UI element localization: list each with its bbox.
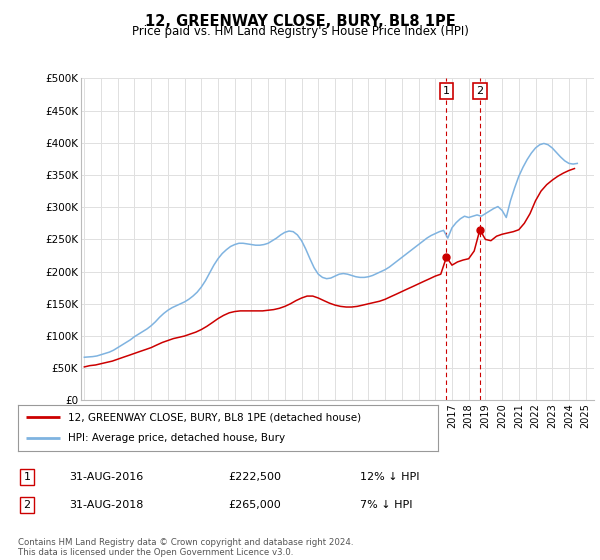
Text: 12, GREENWAY CLOSE, BURY, BL8 1PE (detached house): 12, GREENWAY CLOSE, BURY, BL8 1PE (detac… [68,412,362,422]
Text: 7% ↓ HPI: 7% ↓ HPI [360,500,413,510]
Text: 12% ↓ HPI: 12% ↓ HPI [360,472,419,482]
Text: 2: 2 [23,500,31,510]
Text: 31-AUG-2016: 31-AUG-2016 [69,472,143,482]
Text: 12, GREENWAY CLOSE, BURY, BL8 1PE: 12, GREENWAY CLOSE, BURY, BL8 1PE [145,14,455,29]
Text: Price paid vs. HM Land Registry's House Price Index (HPI): Price paid vs. HM Land Registry's House … [131,25,469,38]
Text: £265,000: £265,000 [228,500,281,510]
Text: 1: 1 [23,472,31,482]
Text: HPI: Average price, detached house, Bury: HPI: Average price, detached house, Bury [68,433,286,444]
Text: 1: 1 [443,86,450,96]
Text: £222,500: £222,500 [228,472,281,482]
Text: Contains HM Land Registry data © Crown copyright and database right 2024.
This d: Contains HM Land Registry data © Crown c… [18,538,353,557]
Text: 2: 2 [476,86,484,96]
Text: 31-AUG-2018: 31-AUG-2018 [69,500,143,510]
